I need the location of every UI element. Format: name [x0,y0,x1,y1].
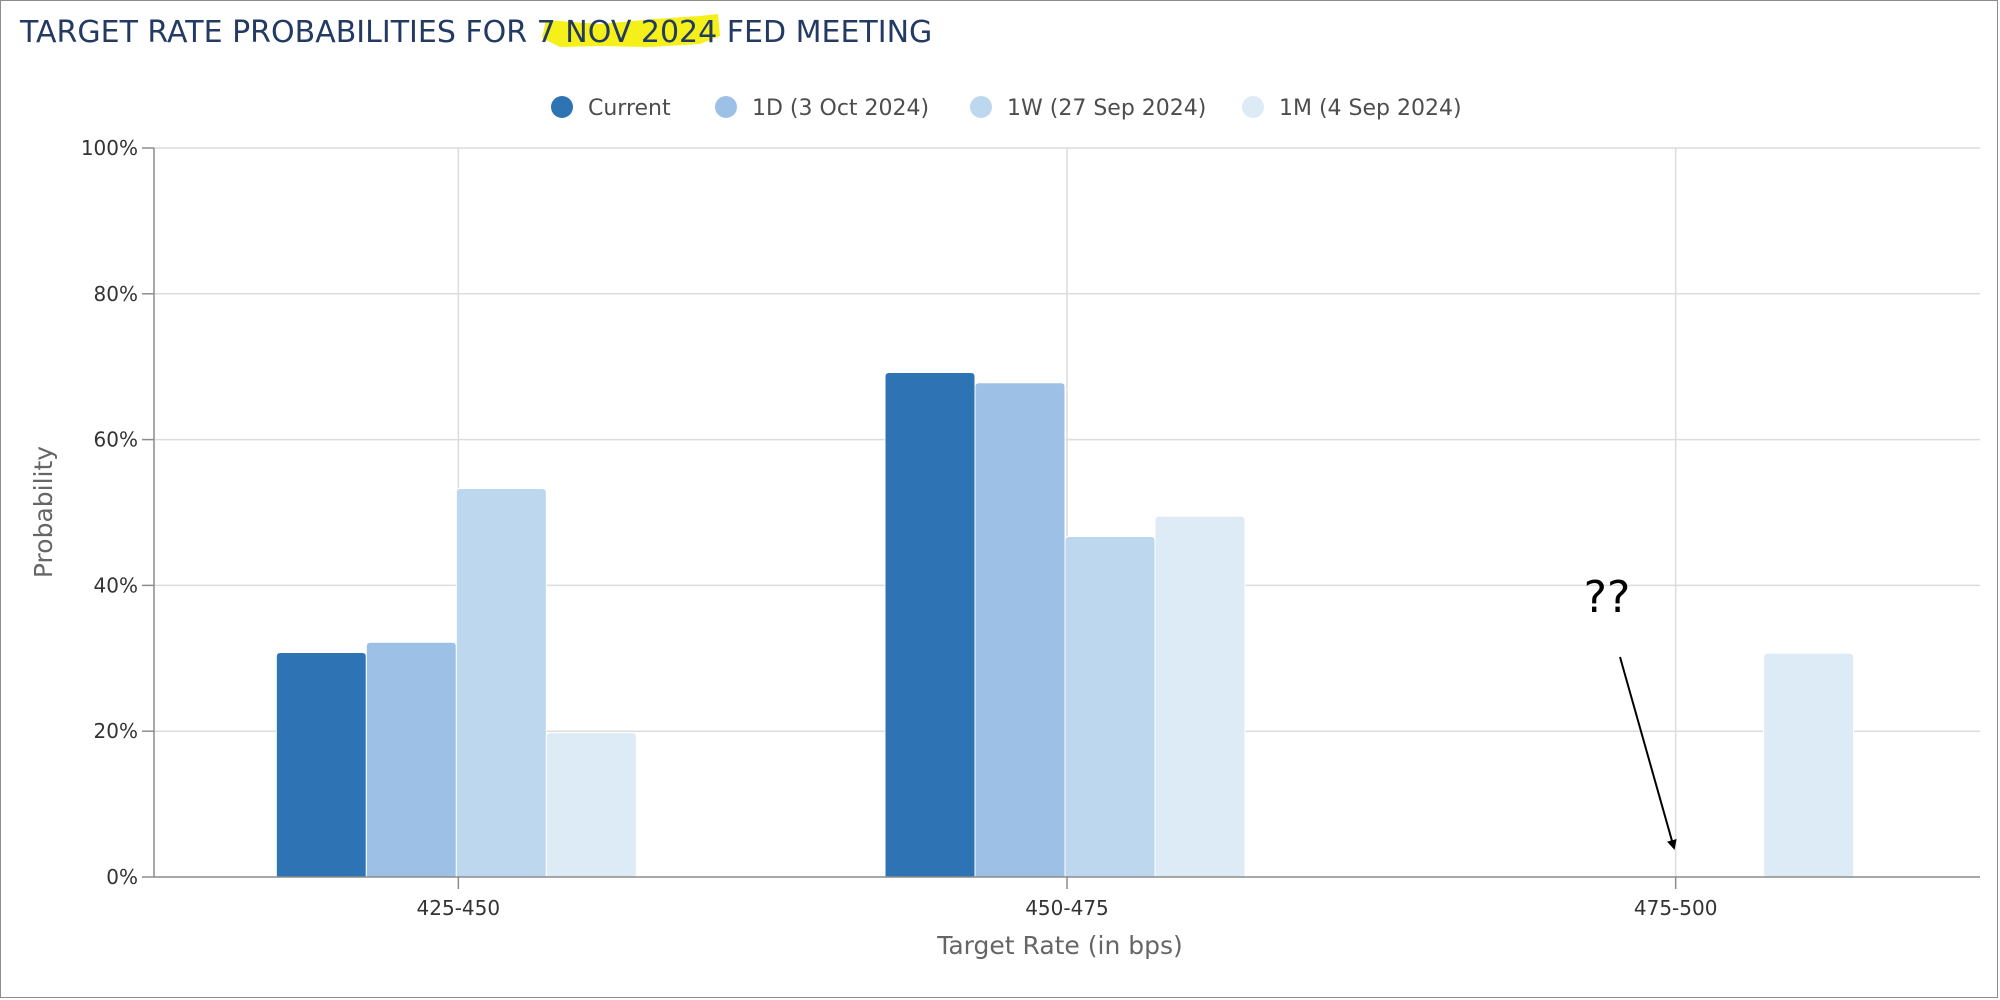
bar-450-475-series-2[interactable] [1064,536,1156,878]
legend-item-3[interactable]: 1M (4 Sep 2024) [1242,96,1462,121]
chart-title-text: TARGET RATE PROBABILITIES FOR 7 NOV 2024… [19,15,932,50]
legend-item-0[interactable]: Current [551,96,671,121]
y-tick-labels: 0% 20% 40% 60% 80% 100% [81,136,154,889]
legend-marker [715,96,737,118]
bars [275,372,1855,878]
y-tick-label: 100% [81,136,138,160]
annotation-arrow [1619,656,1677,850]
title-part-suffix: FED MEETING [717,15,932,50]
y-tick-label: 0% [106,865,138,889]
annotation-question-marks: ?? [1584,572,1631,623]
y-tick-label: 60% [94,428,138,452]
y-tick-label: 80% [94,282,138,306]
x-tick-label: 450-475 [1025,896,1109,920]
legend-label: 1D (3 Oct 2024) [752,96,929,121]
legend-label: 1W (27 Sep 2024) [1007,96,1206,121]
title-part-date: 7 NOV 2024 [537,15,718,50]
title-part-prefix: TARGET RATE PROBABILITIES FOR [19,15,537,50]
legend-marker [551,96,573,118]
bar-425-450-series-3[interactable] [545,732,637,878]
chart-title: TARGET RATE PROBABILITIES FOR 7 NOV 2024… [19,14,932,50]
legend-label: 1M (4 Sep 2024) [1279,96,1462,121]
bar-425-450-series-0[interactable] [275,651,367,878]
y-axis-title: Probability [29,446,58,578]
legend-marker [1242,96,1264,118]
legend-item-2[interactable]: 1W (27 Sep 2024) [970,96,1206,121]
legend-item-1[interactable]: 1D (3 Oct 2024) [715,96,929,121]
bar-475-500-series-3[interactable] [1763,652,1855,878]
x-tick-label: 425-450 [417,896,501,920]
x-tick-label: 475-500 [1634,896,1718,920]
bar-450-475-series-0[interactable] [884,372,976,878]
x-tick-labels: 425-450 450-475 475-500 [417,877,1718,920]
legend-marker [970,96,992,118]
annotation: ?? [1584,572,1677,850]
y-tick-label: 40% [94,573,138,597]
bar-425-450-series-2[interactable] [455,487,547,878]
y-tick-label: 20% [94,719,138,743]
legend: Current 1D (3 Oct 2024) 1W (27 Sep 2024) 1M… [551,96,1462,121]
bar-425-450-series-1[interactable] [365,641,457,878]
legend-label: Current [588,96,671,121]
bar-450-475-series-3[interactable] [1154,515,1246,878]
x-axis-title: Target Rate (in bps) [936,931,1183,960]
title-highlight-marker [542,14,720,47]
bar-450-475-series-1[interactable] [974,382,1066,878]
